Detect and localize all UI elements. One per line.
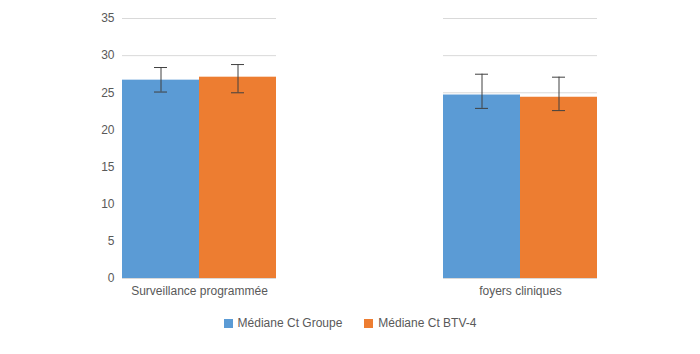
svg-text:5: 5 — [108, 234, 115, 248]
svg-text:35: 35 — [101, 11, 115, 25]
svg-text:25: 25 — [101, 86, 115, 100]
svg-text:30: 30 — [101, 48, 115, 62]
svg-text:10: 10 — [101, 197, 115, 211]
html-text:Médiane Ct BTV-4: Médiane Ct BTV-4 — [378, 316, 477, 330]
svg-text:0: 0 — [108, 271, 115, 285]
svg-text:Surveillance programmée: Surveillance programmée — [131, 284, 268, 298]
svg-text:20: 20 — [101, 123, 115, 137]
html-text:Médiane Ct Groupe: Médiane Ct Groupe — [237, 316, 343, 330]
svg-text:foyers cliniques: foyers cliniques — [479, 284, 562, 298]
svg-text:15: 15 — [101, 160, 115, 174]
